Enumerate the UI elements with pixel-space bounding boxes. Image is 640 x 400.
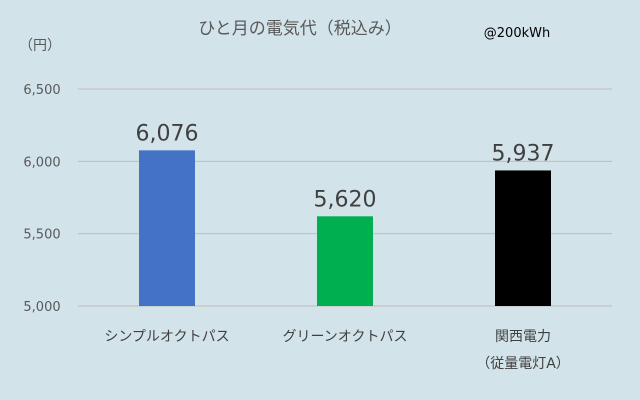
x-tick-label: グリーンオクトパス xyxy=(282,329,407,345)
bar xyxy=(139,150,195,306)
y-tick-label: 5,000 xyxy=(23,300,60,315)
y-tick-labels: 5,000 5,500 6,000 6,500 xyxy=(23,83,60,315)
x-tick-labels: シンプルオクトパス グリーンオクトパス 関西電力 （従量電灯A） xyxy=(104,329,569,372)
y-tick-label: 6,000 xyxy=(23,155,60,170)
data-label: 5,620 xyxy=(314,187,377,212)
y-tick-label: 6,500 xyxy=(23,83,60,98)
bar xyxy=(495,170,551,306)
data-label: 6,076 xyxy=(136,121,199,146)
bars xyxy=(139,150,551,306)
y-tick-label: 5,500 xyxy=(23,228,60,243)
x-tick-label: シンプルオクトパス xyxy=(104,329,229,345)
data-label: 5,937 xyxy=(492,141,555,166)
y-axis-label: （円） xyxy=(19,38,61,54)
bar xyxy=(317,216,373,306)
x-tick-label: 関西電力 xyxy=(495,329,551,345)
chart-annotation: @200kWh xyxy=(484,26,550,41)
x-tick-label: （従量電灯A） xyxy=(476,356,570,372)
chart-title: ひと月の電気代（税込み） xyxy=(198,19,402,39)
data-labels: 6,076 5,620 5,937 xyxy=(136,121,555,212)
